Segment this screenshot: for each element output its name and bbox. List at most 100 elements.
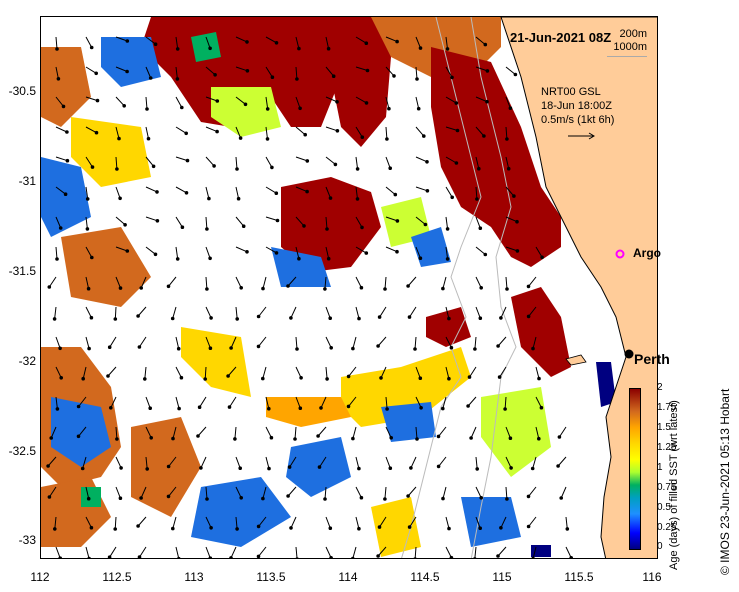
current-arrow-head <box>351 346 355 351</box>
current-arrow-head <box>569 556 573 558</box>
current-arrow <box>289 456 297 468</box>
current-arrow <box>144 366 147 379</box>
current-arrow <box>295 336 298 350</box>
map-title: 21-Jun-2021 08Z <box>510 30 612 45</box>
current-arrow-head <box>212 164 216 168</box>
current-arrow <box>107 366 117 377</box>
current-arrow-head <box>565 527 570 531</box>
current-arrow-head <box>477 166 481 171</box>
current-arrow <box>415 426 418 440</box>
current-arrow-head <box>139 496 143 500</box>
current-arrow-head <box>209 526 213 530</box>
current-arrow-head <box>418 256 423 260</box>
current-arrow <box>415 186 428 192</box>
current-arrow-head <box>413 347 417 351</box>
current-arrow <box>325 36 330 49</box>
current-arrow-head <box>415 77 419 81</box>
current-arrow <box>115 186 121 199</box>
current-arrow <box>175 546 180 558</box>
current-arrow-head <box>65 158 70 163</box>
current-arrow <box>385 246 398 253</box>
current-arrow-head <box>175 77 180 81</box>
current-arrow-head <box>479 286 484 290</box>
current-arrow-head <box>233 437 237 441</box>
current-arrow-head <box>537 436 541 441</box>
patch-age-175-top <box>41 47 91 127</box>
current-arrow <box>384 276 387 290</box>
current-arrow-head <box>418 46 423 50</box>
current-arrow-head <box>213 73 217 77</box>
current-arrow-head <box>175 257 180 261</box>
lon-tick: 114.5 <box>410 570 440 584</box>
current-arrow-head <box>227 405 232 409</box>
current-arrow-head <box>89 525 94 530</box>
current-arrow <box>204 366 207 380</box>
current-arrow-head <box>239 496 243 500</box>
current-arrow-head <box>118 196 122 201</box>
current-arrow <box>475 216 481 229</box>
current-arrow <box>469 366 477 378</box>
current-arrow-head <box>454 101 459 105</box>
patch-age-025-s <box>191 477 291 547</box>
current-arrow-head <box>531 556 535 558</box>
contour-legend: 200m 1000m <box>607 28 647 57</box>
current-arrow-head <box>376 344 380 348</box>
land-mass <box>500 17 657 558</box>
current-arrow <box>55 96 64 107</box>
current-arrow <box>265 246 277 254</box>
current-arrow-head <box>450 75 454 80</box>
colorbar-tick: 1.5 <box>657 422 671 433</box>
current-arrow <box>145 246 156 255</box>
current-arrow-head <box>505 137 509 141</box>
current-arrow-head <box>376 554 380 558</box>
current-arrow-head <box>270 75 275 80</box>
current-arrow <box>145 126 149 139</box>
patch-age-15-band <box>266 397 351 427</box>
current-arrow-head <box>556 464 560 468</box>
current-arrow-head <box>89 45 94 50</box>
patch-age-2-north <box>141 17 341 127</box>
current-arrow <box>262 276 267 289</box>
current-arrow <box>295 246 300 259</box>
current-arrow-head <box>388 166 393 170</box>
current-arrow-head <box>56 77 61 81</box>
current-arrow <box>295 186 308 193</box>
current-arrow <box>55 186 66 195</box>
current-arrow-head <box>393 192 398 197</box>
current-arrow <box>115 426 118 440</box>
current-arrow <box>78 426 87 437</box>
current-arrow <box>415 216 426 225</box>
current-arrow-head <box>377 525 382 529</box>
colorbar-title: Age (days) of filled SST (wrt latest) <box>668 400 680 570</box>
patch-age-05-nw <box>191 32 221 62</box>
lon-tick: 112.5 <box>102 570 132 584</box>
current-arrow <box>168 456 177 467</box>
current-arrow <box>385 456 391 469</box>
patch-age-125-band2 <box>341 347 471 427</box>
current-arrow <box>265 66 273 78</box>
current-arrow <box>140 486 147 499</box>
current-arrow <box>82 366 87 379</box>
current-arrow-head <box>365 68 370 73</box>
current-arrow-head <box>289 526 293 530</box>
current-arrow <box>138 336 147 348</box>
current-arrow-head <box>269 435 274 440</box>
current-arrow-head <box>136 314 140 318</box>
lon-tick: 114 <box>338 570 358 584</box>
patch-age-125-band1 <box>181 327 251 397</box>
current-arrow-head <box>153 252 158 257</box>
current-arrow <box>325 546 332 558</box>
current-arrow-head <box>90 255 94 260</box>
current-arrow-head <box>47 495 52 499</box>
current-arrow-head <box>485 99 489 104</box>
current-arrow-head <box>496 344 500 348</box>
current-arrow <box>407 486 417 497</box>
current-arrow-head <box>436 464 441 469</box>
current-arrow <box>205 156 215 167</box>
current-arrow <box>505 246 518 252</box>
current-arrow-head <box>331 74 336 79</box>
current-arrow-head <box>245 250 249 254</box>
patch-age-2-mid <box>281 177 381 272</box>
current-arrow <box>85 306 92 318</box>
current-arrow <box>175 216 183 228</box>
